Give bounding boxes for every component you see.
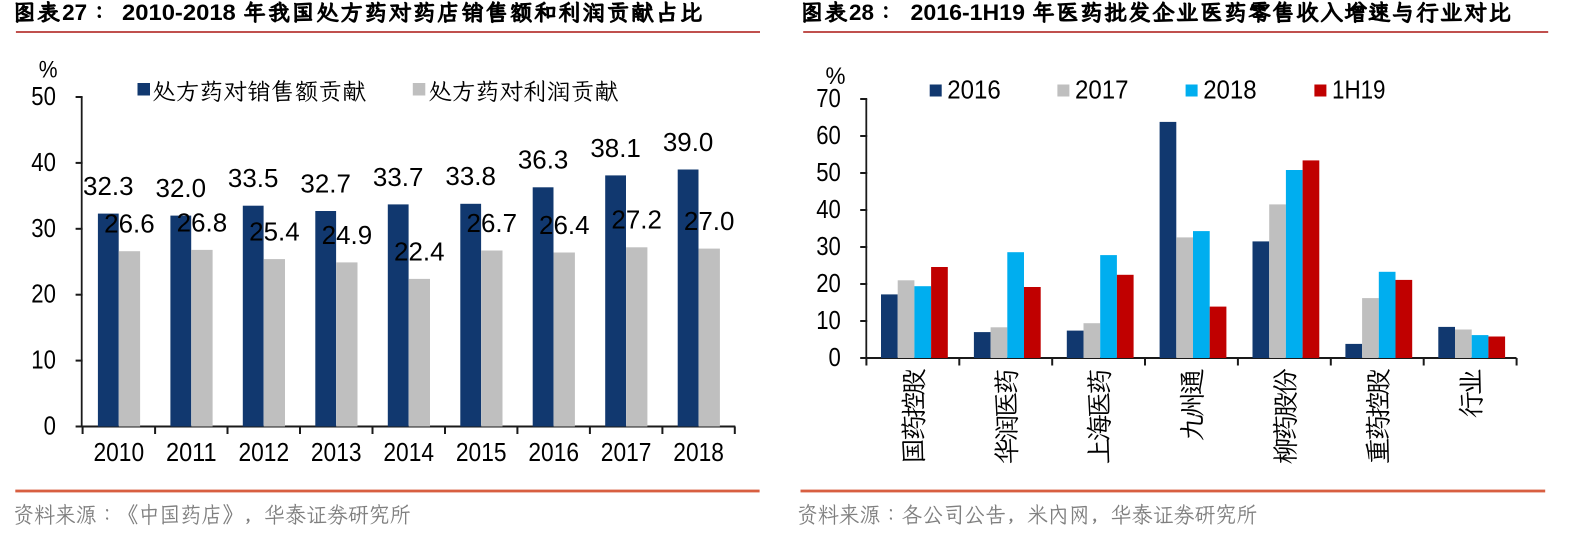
svg-text:33.5: 33.5: [228, 165, 279, 193]
svg-text:32.0: 32.0: [156, 175, 207, 203]
svg-text:2016: 2016: [947, 76, 1001, 104]
svg-text:28: 28: [849, 0, 874, 25]
svg-text:26.7: 26.7: [467, 210, 518, 238]
svg-text:30: 30: [31, 215, 56, 243]
svg-text:26.4: 26.4: [539, 212, 590, 240]
svg-text:22.4: 22.4: [394, 238, 445, 266]
svg-text:2016-1H19: 2016-1H19: [911, 0, 1026, 25]
svg-text:2013: 2013: [311, 439, 362, 467]
svg-text:39.0: 39.0: [663, 129, 714, 157]
svg-text:2012: 2012: [239, 439, 290, 467]
svg-text:26.6: 26.6: [104, 211, 155, 239]
svg-text:24.9: 24.9: [322, 222, 373, 250]
svg-text:70: 70: [816, 85, 841, 113]
svg-text:10: 10: [816, 307, 841, 335]
svg-text:2018: 2018: [673, 439, 724, 467]
svg-text:38.1: 38.1: [590, 135, 641, 163]
svg-text:32.7: 32.7: [300, 170, 351, 198]
svg-text:2017: 2017: [601, 439, 652, 467]
svg-text:50: 50: [816, 159, 841, 187]
svg-text:2016: 2016: [528, 439, 579, 467]
svg-text:30: 30: [816, 233, 841, 261]
svg-text:2015: 2015: [456, 439, 507, 467]
svg-text:%: %: [826, 63, 846, 90]
svg-text:26.8: 26.8: [177, 209, 228, 237]
svg-text:2011: 2011: [166, 439, 217, 467]
svg-text:33.7: 33.7: [373, 164, 424, 192]
svg-text:27: 27: [62, 0, 87, 25]
svg-text:2018: 2018: [1203, 76, 1257, 104]
svg-text:40: 40: [31, 149, 56, 177]
svg-text:2017: 2017: [1075, 76, 1129, 104]
svg-text:1H19: 1H19: [1332, 76, 1386, 104]
svg-text:20: 20: [31, 281, 56, 309]
svg-text:32.3: 32.3: [83, 173, 134, 201]
svg-text:2014: 2014: [383, 439, 434, 467]
svg-text:0: 0: [44, 413, 56, 441]
svg-text:36.3: 36.3: [518, 147, 569, 175]
svg-text:0: 0: [829, 344, 841, 372]
svg-text:2010: 2010: [94, 439, 145, 467]
svg-text:27.2: 27.2: [611, 207, 662, 235]
svg-text:20: 20: [816, 270, 841, 298]
svg-text:60: 60: [816, 122, 841, 150]
svg-text:25.4: 25.4: [249, 219, 300, 247]
svg-text:10: 10: [31, 347, 56, 375]
svg-text:27.0: 27.0: [684, 208, 735, 236]
svg-text:40: 40: [816, 196, 841, 224]
svg-text:50: 50: [31, 83, 56, 111]
svg-text:33.8: 33.8: [445, 163, 496, 191]
svg-text:%: %: [39, 57, 58, 84]
svg-text:2010-2018: 2010-2018: [122, 0, 236, 25]
